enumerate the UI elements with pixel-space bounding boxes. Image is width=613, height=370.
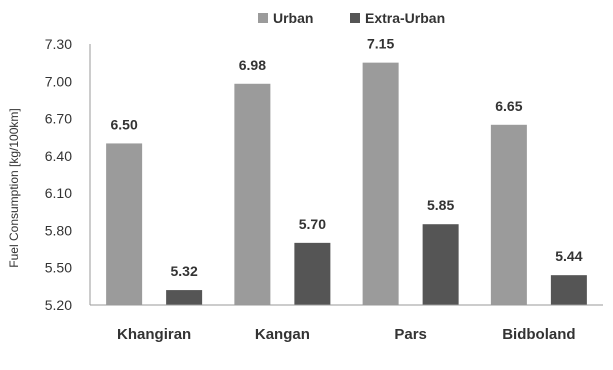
bar-urban [234,83,271,306]
bar-urban [490,124,527,306]
y-tick-label: 5.80 [45,222,72,238]
data-label: 5.44 [555,248,582,264]
y-tick-label: 6.40 [45,148,72,164]
data-label: 5.70 [299,216,326,232]
y-tick-label: 5.50 [45,260,72,276]
y-tick-label: 6.10 [45,185,72,201]
y-tick-label: 7.00 [45,73,72,89]
x-category-label: Khangiran [117,326,191,343]
x-category-label: Kangan [255,326,310,343]
legend: Urban Extra-Urban [258,10,445,26]
y-axis-label: Fuel Consumption [kg/100km] [7,108,21,267]
bar-extra-urban [422,224,459,305]
x-axis: Khangiran Kangan Pars Bidboland [90,304,603,343]
legend-label: Extra-Urban [365,10,445,26]
legend-swatch [258,13,268,23]
legend-label: Urban [273,10,313,26]
data-label: 6.50 [111,116,138,132]
x-category-label: Bidboland [502,326,575,343]
legend-swatch [350,13,360,23]
x-category-label: Pars [394,326,427,343]
y-axis: 5.20 5.50 5.80 6.10 6.40 6.70 7.00 7.30 [45,36,91,313]
data-label: 5.32 [171,263,198,279]
data-label: 6.65 [495,98,522,114]
bars: 6.50 5.32 6.98 5.70 7.15 5.85 6.65 5.44 [106,36,587,306]
y-tick-label: 6.70 [45,111,72,127]
bar-urban [106,143,143,305]
y-tick-label: 7.30 [45,36,72,52]
data-label: 6.98 [239,57,266,73]
data-label: 5.85 [427,197,454,213]
bar-extra-urban [166,290,203,305]
bar-extra-urban [550,275,587,305]
y-tick-label: 5.20 [45,297,72,313]
bar-extra-urban [294,242,331,305]
bar-urban [362,62,399,306]
data-label: 7.15 [367,36,394,52]
